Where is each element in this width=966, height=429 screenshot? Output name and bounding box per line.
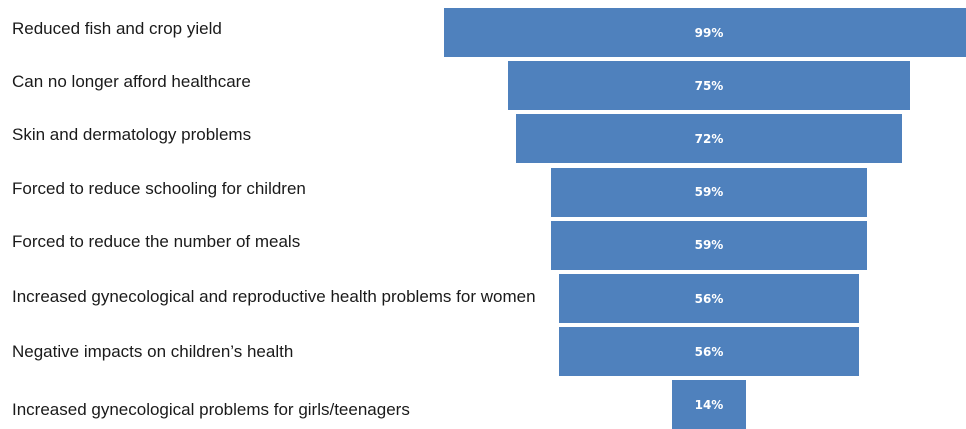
data-label: 75% (694, 78, 724, 93)
category-label: Forced to reduce the number of meals (12, 231, 301, 251)
category-label: Increased gynecological and reproductive… (12, 287, 536, 306)
funnel-bar: 59% (551, 220, 867, 270)
funnel-bar: 56% (559, 274, 859, 323)
data-label: 72% (694, 131, 724, 146)
category-label: Increased gynecological problems for gir… (12, 400, 410, 420)
funnel-bar: 99% (444, 8, 966, 57)
category-label: Negative impacts on children’s health (12, 342, 294, 362)
data-label: 14% (694, 397, 724, 412)
funnel-bar: 59% (551, 167, 867, 217)
data-label: 56% (694, 291, 724, 306)
funnel-bar: 72% (516, 114, 902, 164)
data-label: 59% (694, 185, 724, 200)
category-label: Can no longer afford healthcare (12, 72, 251, 92)
data-label: 99% (694, 25, 724, 40)
funnel-bar: 56% (559, 327, 859, 377)
funnel-bar: 75% (508, 61, 910, 111)
category-label: Forced to reduce schooling for children (12, 178, 306, 198)
funnel-bar: 14% (671, 380, 747, 429)
category-label: Reduced fish and crop yield (12, 19, 222, 38)
data-label: 56% (694, 344, 724, 359)
category-label: Skin and dermatology problems (12, 125, 252, 145)
data-label: 59% (694, 238, 724, 253)
